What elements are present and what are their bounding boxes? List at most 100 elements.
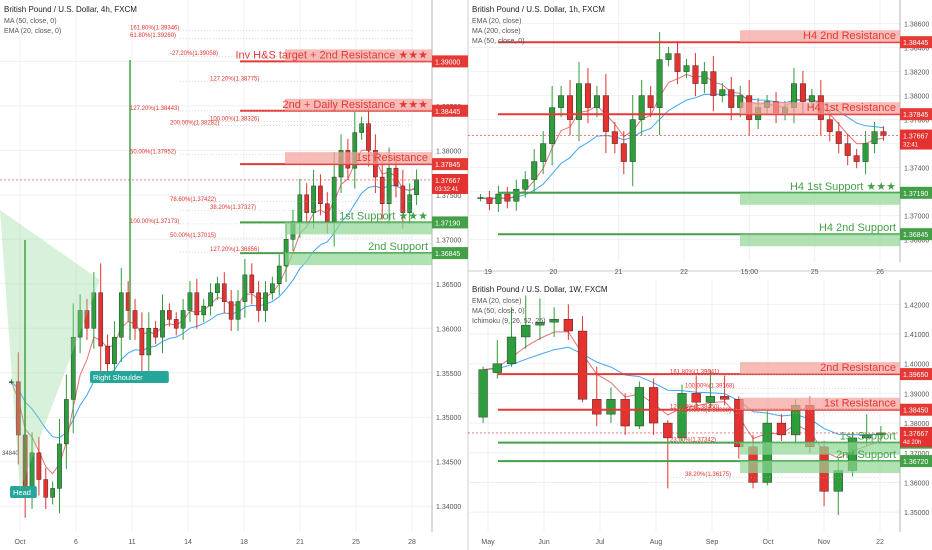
candle-body — [118, 292, 124, 338]
fib-label: 61.80%(1.39260) — [130, 33, 176, 39]
y-tick-label: 1.36800 — [904, 238, 929, 245]
level-price-tag — [900, 36, 932, 49]
candle-body — [871, 131, 878, 144]
y-tick-label: 1.36500 — [436, 282, 461, 289]
candle-body — [634, 387, 644, 427]
ma-line — [480, 93, 884, 199]
level-price-text: 1.36845 — [903, 232, 928, 239]
candle-body — [414, 179, 419, 196]
level-price-tag — [432, 216, 468, 229]
candle-body — [606, 399, 616, 415]
candle-body — [98, 292, 104, 347]
annotation-text: Right Shoulder — [93, 373, 143, 382]
candle-body — [647, 95, 654, 108]
x-tick-label: 25 — [352, 539, 360, 546]
x-tick-label: 22 — [876, 539, 884, 546]
candle-body — [77, 310, 83, 338]
panel-h1: 1.38600 1.38400 1.38200 1.38000 1.37800 1.376… — [468, 0, 932, 276]
candle-body — [112, 336, 117, 365]
level-zone — [740, 234, 900, 247]
candle-body — [656, 59, 663, 108]
panel-h4: 1.390001.385001.380001.375001.370001.365… — [0, 0, 468, 546]
y-tick-label: 1.37800 — [904, 118, 929, 125]
x-tick-label: Jun — [538, 539, 549, 546]
level-price-tag — [900, 228, 932, 241]
candle-body — [249, 274, 255, 293]
candle-body — [57, 443, 62, 489]
level-price-tag — [900, 186, 932, 199]
fib-label: 161.80%(1.39346) — [130, 26, 179, 32]
level-price-text: 1.37845 — [903, 112, 928, 119]
candle-body — [379, 176, 385, 204]
y-tick-label: 1.38600 — [904, 22, 929, 29]
candle-body — [132, 310, 138, 329]
x-tick-label: 26 — [876, 269, 884, 276]
indicator-legend: EMA (20, close) — [472, 298, 521, 305]
candle-body — [576, 83, 582, 120]
candle-body — [478, 369, 488, 418]
candle-body — [201, 305, 207, 316]
current-price-text: 1.37667 — [435, 178, 460, 185]
candle-body — [242, 274, 248, 302]
candle-body — [677, 393, 687, 439]
candle-body — [563, 318, 573, 332]
ema-line — [10, 149, 417, 475]
x-tick-label: 21 — [615, 269, 623, 276]
current-price-text: 1.37667 — [903, 134, 928, 141]
fib-label: 23.60%(1.37342) — [670, 438, 716, 444]
candle-body — [407, 194, 413, 213]
candle-body — [91, 292, 97, 329]
level-zone — [285, 222, 432, 235]
level-zone — [740, 192, 900, 205]
fib-label: 50.00%(1.37015) — [170, 233, 216, 239]
x-tick-label: May — [481, 539, 495, 546]
candle-body — [173, 319, 179, 329]
candle-body — [540, 143, 547, 162]
candle-body — [331, 176, 337, 222]
candle-body — [359, 123, 364, 133]
chart-title: British Pound / U.S. Dollar, 4h, FXCM — [4, 5, 137, 14]
candle-body — [366, 123, 371, 151]
level-label: H4 1st Resistance — [807, 102, 896, 114]
fib-label: 127.20%(1.38775) — [210, 76, 259, 82]
level-price-tag — [900, 108, 932, 121]
y-tick-label: 1.42000 — [904, 302, 929, 309]
level-label: 2nd + Daily Resistance ★★★ — [283, 99, 429, 111]
x-tick-label: Oct — [15, 539, 26, 546]
level-label: 1st Support — [840, 431, 896, 443]
level-zone — [285, 49, 432, 62]
candle-body — [719, 89, 726, 96]
candle-body — [592, 399, 602, 415]
candle-body — [549, 318, 559, 323]
x-tick-label: Sep — [706, 539, 719, 546]
candle-body — [400, 185, 406, 213]
y-tick-label: 1.38000 — [904, 94, 929, 101]
candle-body — [477, 197, 484, 199]
current-price-tag — [900, 129, 932, 150]
candle-body — [36, 452, 42, 480]
x-tick-label: Nov — [818, 539, 831, 546]
fib-label: 50.00%(1.38338) — [685, 408, 731, 414]
candle-body — [683, 65, 690, 72]
candle-body — [221, 283, 227, 302]
candle-body — [153, 328, 158, 338]
level-zone — [740, 102, 900, 115]
current-price-text: 1.37667 — [903, 431, 928, 438]
x-tick-label: 11 — [128, 539, 135, 546]
candle-body — [263, 292, 268, 311]
y-tick-label: 1.34500 — [436, 460, 461, 467]
candle-body — [506, 336, 517, 364]
candle-body — [492, 363, 502, 373]
level-zone — [740, 442, 900, 455]
y-tick-label: 1.38000 — [904, 421, 929, 428]
x-tick-label: 14 — [184, 539, 192, 546]
candle-body — [160, 310, 165, 338]
candle-body — [593, 95, 600, 108]
candle-body — [705, 396, 716, 403]
current-price-tag — [900, 426, 932, 447]
level-price-text: 1.37190 — [435, 220, 460, 227]
level-price-text: 1.38445 — [903, 40, 928, 47]
x-tick-label: Oct — [763, 539, 774, 546]
candle-body — [799, 83, 806, 102]
